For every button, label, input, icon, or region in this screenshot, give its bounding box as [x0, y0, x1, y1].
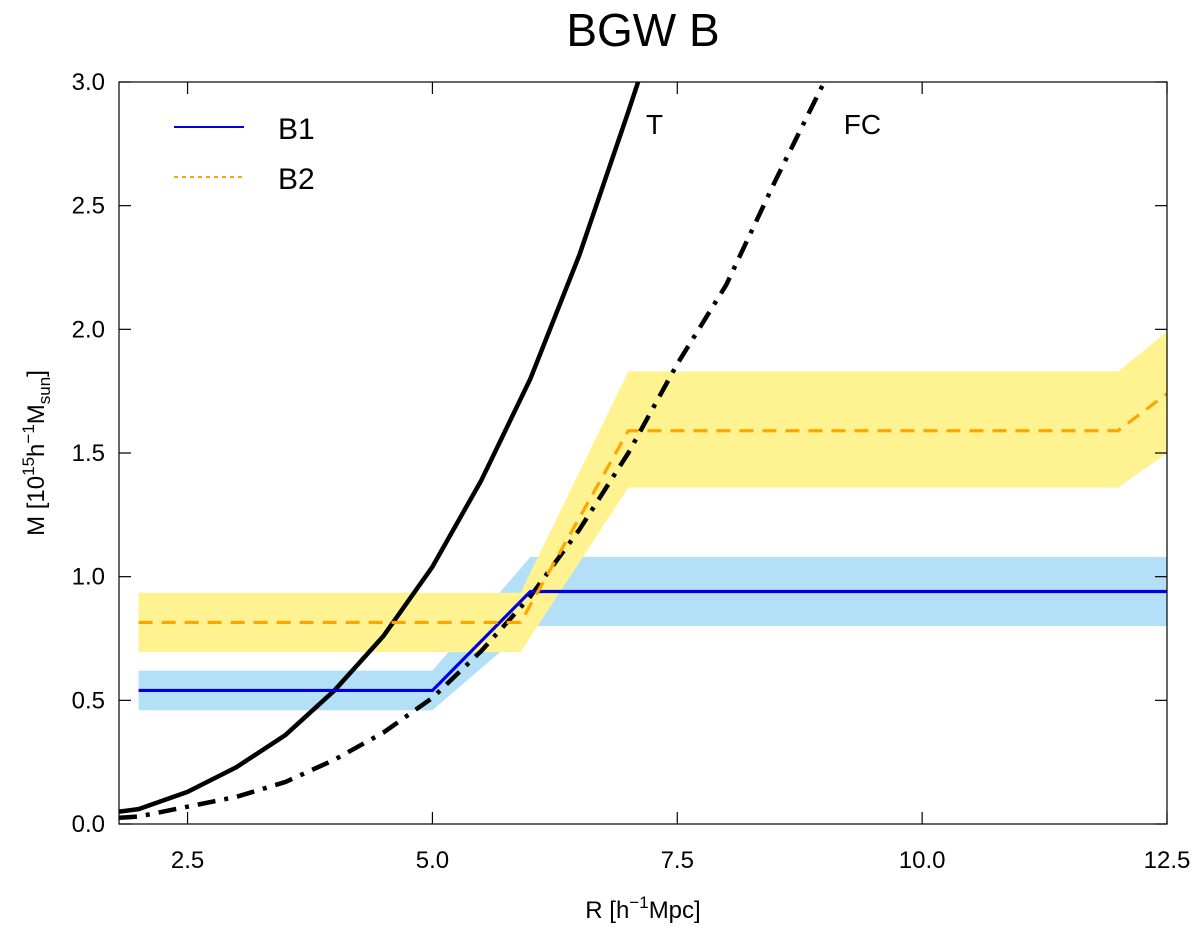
chart-title: BGW B: [566, 4, 719, 56]
band-b1: [138, 556, 1167, 711]
annotation-fc: FC: [844, 109, 881, 140]
x-tick-label: 2.5: [171, 847, 204, 874]
y-tick-label: 2.0: [72, 316, 105, 343]
legend-b2-label: B2: [278, 163, 315, 196]
axis-ticks: [119, 81, 1168, 825]
curves: [119, 82, 827, 821]
y-axis-label: M [1015h−1Msun]: [19, 370, 54, 536]
y-tick-label: 1.0: [72, 564, 105, 591]
annotation-t: T: [646, 109, 663, 140]
series-b1-line: [138, 589, 1167, 693]
series-b2-line: [138, 392, 1167, 625]
band-b2: [138, 331, 1167, 653]
y-tick-label: 0.5: [72, 687, 105, 714]
x-tick-label: 7.5: [661, 847, 694, 874]
y-tick-label: 0.0: [72, 811, 105, 838]
x-tick-label: 12.5: [1144, 847, 1191, 874]
x-tick-label: 5.0: [416, 847, 449, 874]
y-tick-label: 3.0: [72, 69, 105, 96]
curve-t: [119, 82, 641, 814]
series-lines: [138, 392, 1167, 693]
annotations: T FC: [646, 109, 881, 140]
legend-b1-label: B1: [278, 113, 315, 146]
curve-fc: [119, 82, 827, 821]
tick-labels: 2.5 5.0 7.5 10.0 12.5 0.0 0.5 1.0 1.5 2.0 2.5 3.0: [72, 69, 1191, 874]
x-tick-label: 10.0: [899, 847, 946, 874]
error-bands: [138, 331, 1167, 711]
y-tick-label: 1.5: [72, 440, 105, 467]
y-tick-label: 2.5: [72, 193, 105, 220]
legend: B1 B2: [174, 113, 315, 196]
x-axis-label: R [h−1Mpc]: [585, 893, 700, 924]
